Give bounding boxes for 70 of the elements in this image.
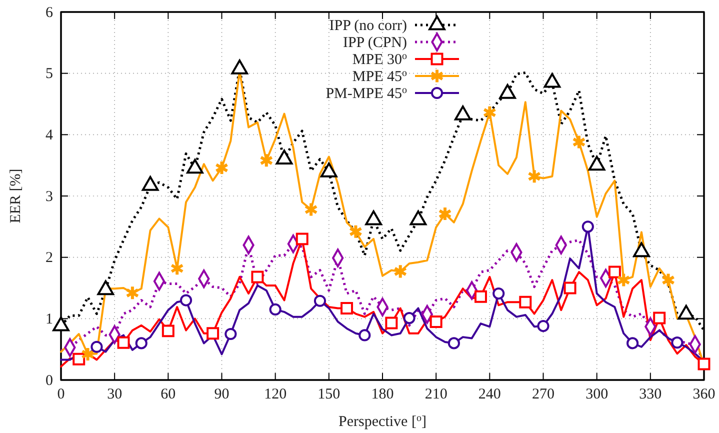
point bbox=[537, 320, 550, 332]
point bbox=[296, 232, 308, 246]
point bbox=[358, 329, 371, 342]
point bbox=[653, 312, 666, 324]
x-tick-label: 330 bbox=[639, 386, 662, 403]
point bbox=[482, 104, 497, 120]
point bbox=[126, 285, 140, 301]
point bbox=[572, 134, 586, 150]
point bbox=[135, 337, 148, 350]
point bbox=[117, 336, 130, 349]
y-tick-label: 3 bbox=[46, 188, 53, 205]
point bbox=[564, 282, 576, 294]
x-tick-label: 150 bbox=[318, 386, 340, 403]
point bbox=[90, 340, 103, 353]
point bbox=[385, 316, 398, 330]
x-tick-label: 180 bbox=[371, 386, 394, 403]
legend-label: IPP (no corr) bbox=[329, 18, 407, 34]
point bbox=[671, 336, 684, 349]
legend-label: MPE 30$^{o}$ bbox=[352, 50, 407, 68]
point bbox=[162, 324, 174, 338]
point bbox=[403, 312, 416, 324]
point bbox=[348, 224, 363, 240]
point bbox=[206, 327, 220, 340]
point bbox=[80, 346, 95, 362]
point bbox=[340, 302, 354, 314]
legend-label: PM-MPE 45$^{o}$ bbox=[326, 84, 407, 102]
point bbox=[393, 264, 408, 280]
point bbox=[259, 152, 274, 168]
point bbox=[519, 296, 532, 308]
y-tick-label: 4 bbox=[46, 127, 54, 144]
y-tick-label: 2 bbox=[46, 250, 53, 266]
point bbox=[608, 266, 621, 278]
x-tick-label: 360 bbox=[692, 386, 716, 403]
point bbox=[314, 294, 326, 307]
x-tick-label: 60 bbox=[160, 386, 176, 403]
x-tick-label: 120 bbox=[264, 386, 287, 403]
point bbox=[269, 303, 282, 316]
y-tick-label: 5 bbox=[46, 66, 53, 82]
point bbox=[72, 352, 86, 366]
y-axis-title: EER [%] bbox=[8, 168, 24, 224]
point bbox=[224, 328, 237, 340]
y-tick-label: 0 bbox=[46, 372, 53, 389]
point bbox=[251, 270, 264, 284]
point bbox=[438, 206, 452, 222]
x-tick-label: 270 bbox=[532, 386, 554, 403]
x-tick-label: 240 bbox=[478, 386, 501, 403]
x-axis-title: Perspective [$^{o}$] bbox=[338, 412, 426, 430]
point bbox=[661, 272, 676, 288]
x-tick-label: 0 bbox=[57, 386, 65, 403]
x-tick-label: 210 bbox=[424, 386, 448, 403]
point bbox=[170, 260, 184, 276]
x-tick-label: 90 bbox=[214, 386, 230, 403]
point bbox=[448, 337, 460, 350]
y-tick-label: 6 bbox=[46, 4, 54, 21]
point bbox=[304, 202, 318, 218]
point bbox=[214, 160, 229, 176]
point bbox=[492, 287, 505, 300]
x-tick-label: 30 bbox=[107, 386, 122, 403]
x-tick-label: 300 bbox=[586, 386, 608, 403]
point bbox=[474, 290, 487, 303]
point bbox=[698, 358, 710, 370]
point bbox=[626, 337, 639, 350]
legend-label: MPE 45$^{o}$ bbox=[352, 68, 407, 85]
y-tick-label: 1 bbox=[46, 311, 53, 328]
point bbox=[582, 220, 594, 233]
legend-label: IPP (CPN) bbox=[342, 35, 407, 51]
point bbox=[430, 315, 442, 328]
point bbox=[180, 294, 192, 306]
point bbox=[616, 272, 631, 288]
point bbox=[527, 168, 542, 184]
